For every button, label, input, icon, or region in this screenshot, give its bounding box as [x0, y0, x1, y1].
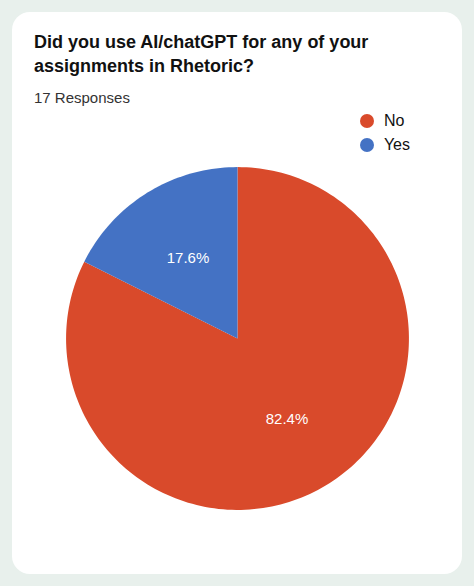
svg-text:17.6%: 17.6%: [167, 249, 210, 266]
html-text:Did you use AI/chatGPT for any: Did you use AI/chatGPT for any of your a…: [34, 32, 369, 77]
html-text:Yes: Yes: [383, 135, 410, 153]
html-text:No: No: [383, 111, 405, 129]
html-text:17 Responses: 17 Responses: [34, 88, 130, 106]
svg-text:82.4%: 82.4%: [266, 409, 309, 426]
